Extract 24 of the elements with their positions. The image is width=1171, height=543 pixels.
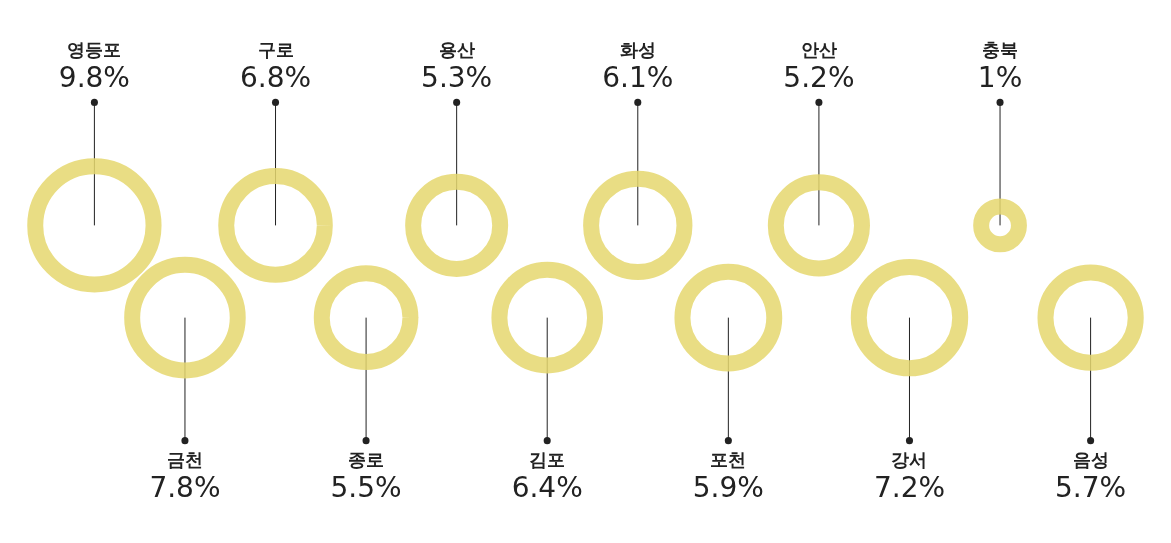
category-label: 안산: [800, 38, 837, 60]
data-label: 6.1%: [602, 60, 674, 94]
data-label: 6.4%: [511, 470, 583, 504]
data-label: 5.2%: [783, 60, 855, 94]
data-label: 5.7%: [1055, 470, 1127, 504]
data-label: 1%: [977, 60, 1023, 94]
data-label: 7.2%: [873, 470, 946, 504]
category-label: 구로: [257, 38, 294, 60]
data-label: 5.3%: [421, 60, 493, 94]
category-label: 포천: [710, 448, 747, 470]
data-label: 6.8%: [239, 60, 312, 94]
data-label: 7.8%: [149, 470, 221, 504]
data-label: 5.5%: [330, 470, 402, 504]
category-label: 용산: [438, 38, 475, 60]
category-label: 금천: [166, 448, 203, 470]
category-label: 화성: [619, 38, 656, 60]
category-label: 음성: [1072, 448, 1109, 470]
category-label: 김포: [529, 448, 566, 470]
category-label: 충북: [982, 38, 1019, 60]
data-label: 9.8%: [58, 60, 130, 94]
data-label: 5.9%: [692, 470, 764, 504]
category-label: 영등포: [67, 38, 122, 60]
category-label: 종로: [348, 448, 385, 470]
category-label: 강서: [891, 448, 928, 470]
